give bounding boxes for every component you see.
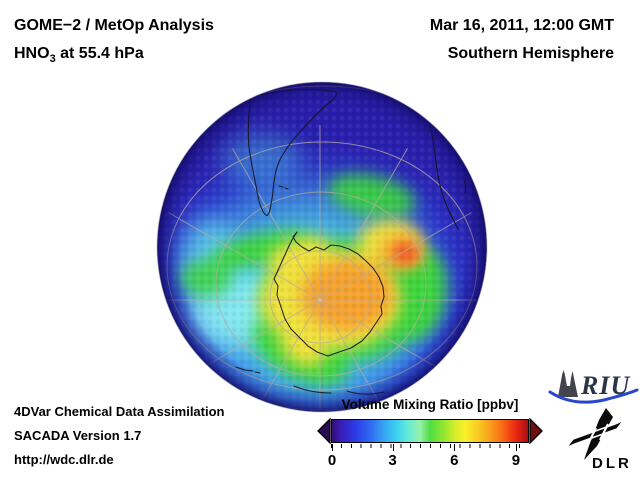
colorbar: Volume Mixing Ratio [ppbv] 0 3 6 9: [317, 397, 543, 469]
colorbar-right-arrow: [529, 418, 543, 444]
datetime-label: Mar 16, 2011, 12:00 GMT: [429, 17, 614, 34]
major-tick: [515, 444, 517, 451]
colorbar-tick-labels: 0 3 6 9: [327, 451, 529, 469]
cathedral-icon: [558, 370, 578, 397]
colorbar-scale: [317, 418, 543, 444]
tick-label-9: 9: [511, 452, 521, 469]
tick-label-6: 6: [450, 452, 459, 469]
major-tick: [331, 444, 333, 451]
riu-logo: RIU: [548, 370, 639, 404]
riu-swoosh-icon: [548, 388, 639, 404]
tick-label-0: 0: [327, 452, 337, 469]
credits-block: 4DVar Chemical Data Assimilation SACADA …: [14, 400, 225, 472]
version-label: SACADA Version 1.7: [14, 428, 142, 443]
tick-label-3: 3: [388, 452, 397, 469]
limb-darkening: [157, 82, 487, 412]
title-block: GOME−2 / MetOp Analysis HNO3 at 55.4 hPa: [14, 12, 214, 73]
dlr-logo: DLR: [565, 408, 632, 472]
major-tick: [392, 444, 394, 451]
website-url: http://wdc.dlr.de: [14, 452, 114, 467]
globe-outline: [156, 81, 488, 413]
assimilation-label: 4DVar Chemical Data Assimilation: [14, 404, 225, 419]
datetime-block: Mar 16, 2011, 12:00 GMT Southern Hemisph…: [430, 12, 614, 68]
analysis-title: GOME−2 / MetOp Analysis: [14, 17, 214, 34]
colorbar-gradient: [331, 419, 529, 443]
dlr-wordmark: DLR: [592, 455, 632, 472]
colorbar-ticks: [331, 444, 529, 451]
species-level-line: HNO3 at 55.4 hPa: [14, 45, 144, 66]
colorbar-title: Volume Mixing Ratio [ppbv]: [341, 397, 519, 412]
colorbar-left-arrow: [317, 418, 331, 444]
hemisphere-label: Southern Hemisphere: [447, 45, 614, 62]
major-tick: [454, 444, 456, 451]
dlr-emblem-icon: [565, 408, 625, 460]
